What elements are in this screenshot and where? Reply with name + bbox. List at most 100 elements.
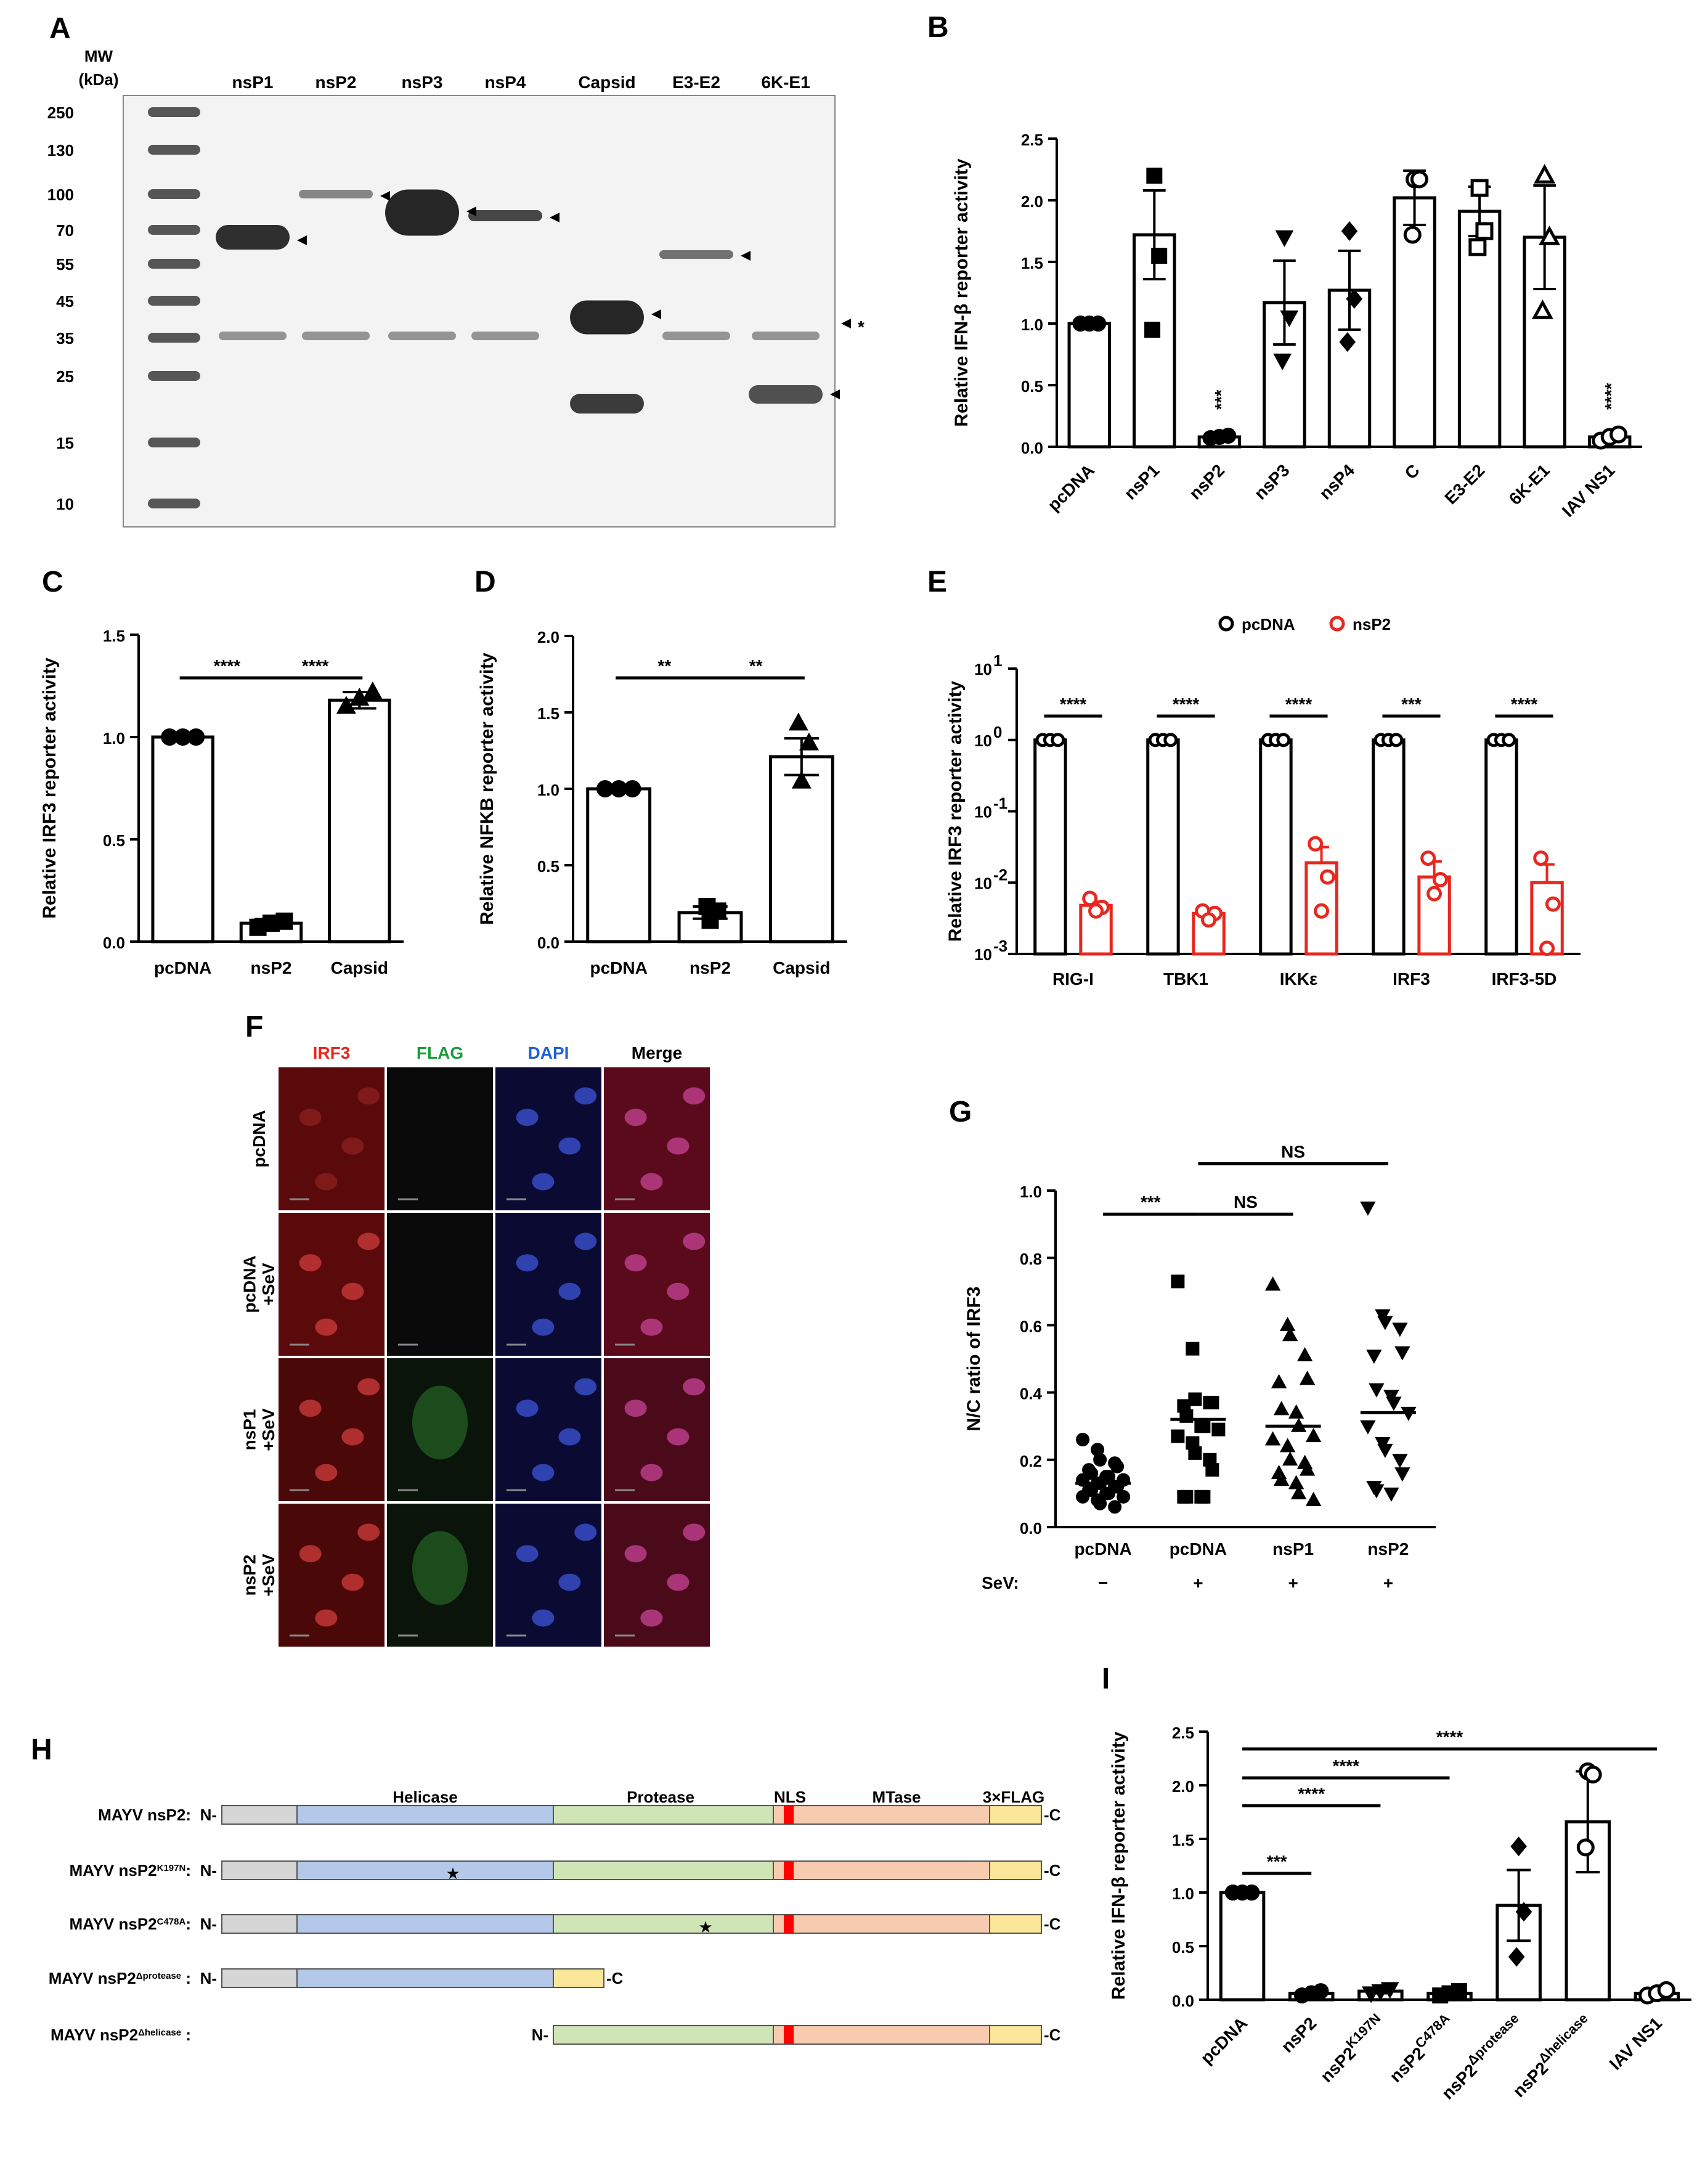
bar: [328, 698, 391, 943]
protein-band: [385, 189, 459, 236]
cell-nucleus: [532, 1609, 555, 1627]
data-point: [1108, 1500, 1122, 1514]
y-tick-label: 10: [974, 874, 992, 892]
lane-label: nsP1: [232, 73, 274, 92]
nonspecific-band: [388, 332, 456, 340]
cell-nucleus: [667, 1137, 690, 1155]
flag-signal: [412, 1385, 468, 1460]
cell-nucleus: [640, 1464, 663, 1481]
data-point: [1584, 1766, 1602, 1784]
y-tick-label: 1.0: [1172, 1885, 1194, 1903]
c-terminus: -C: [606, 1969, 624, 1987]
data-point: [1282, 1451, 1298, 1466]
data-point: [1392, 1454, 1408, 1469]
cell-nucleus: [357, 1378, 380, 1396]
channel-label: IRF3: [313, 1043, 351, 1062]
data-point: [1197, 1419, 1211, 1433]
n-terminus: N-: [200, 1806, 217, 1824]
significance-label: ****: [1601, 383, 1621, 410]
comparison-label: **: [749, 656, 763, 675]
cell-nucleus: [574, 1087, 597, 1105]
c-terminus: -C: [1044, 2026, 1061, 2044]
domain-block: [296, 1805, 554, 1825]
domain-block: [296, 1914, 554, 1934]
data-point: [1205, 1395, 1219, 1409]
data-point: [1394, 1467, 1410, 1482]
bar-pcDNA: [1033, 738, 1067, 956]
condition-label: nsP2+SeV: [240, 1554, 278, 1597]
mw-marker-label: 45: [56, 292, 74, 311]
cell-nucleus: [532, 1173, 555, 1191]
data-point: [1312, 1983, 1329, 2000]
cell-nucleus: [315, 1173, 338, 1191]
data-point: [1305, 1491, 1322, 1506]
mw-marker-label: 15: [56, 434, 74, 452]
category-label: IAV NS1: [1558, 460, 1618, 520]
y-tick-label: 0.5: [1021, 377, 1043, 396]
data-point: [1273, 1401, 1290, 1416]
y-tick-label: 2.0: [537, 628, 560, 646]
category-label: IRF3: [1393, 969, 1430, 988]
condition-label: nsP1+SeV: [240, 1408, 278, 1451]
domain-label: Helicase: [393, 1788, 458, 1806]
cell-nucleus: [683, 1087, 706, 1105]
construct-suffix: :: [181, 1969, 191, 1987]
n-terminus: N-: [532, 2026, 548, 2044]
bar-chart-D: 0.0 0.5 1.0 1.5 2.0 pcDNA nsP2 Capsid Relative N…: [477, 628, 847, 977]
data-point: [1144, 322, 1161, 338]
data-point: [1432, 871, 1448, 887]
cell-nucleus: [315, 1464, 338, 1481]
y-tick-label: 1.0: [1021, 316, 1043, 334]
category-label: nsP2C478A: [1383, 2010, 1459, 2086]
comparison-label: ****: [1436, 1727, 1463, 1746]
data-point: [187, 728, 205, 746]
legend-label: nsP2: [1353, 615, 1391, 634]
category-label: nsP3: [1250, 460, 1293, 503]
flag-signal: [412, 1531, 468, 1605]
construct-label: MAYV nsP2C478A:: [70, 1915, 191, 1933]
data-point: [1319, 869, 1335, 885]
significance-label: ****: [1173, 695, 1200, 714]
data-point: [1288, 1404, 1304, 1419]
data-point: [1299, 1461, 1316, 1476]
protein-band: [216, 225, 290, 250]
data-point: [275, 912, 293, 930]
comparison-label: ****: [214, 656, 241, 675]
y-tick-label: 2.0: [1172, 1777, 1194, 1796]
ladder-band: [148, 225, 200, 235]
domain-block: [773, 2025, 990, 2045]
data-point: [1339, 332, 1356, 352]
data-point: [1243, 1885, 1260, 1901]
n-terminus: N-: [200, 1969, 217, 1987]
nonspecific-arrowhead: [841, 319, 851, 328]
data-point: [1346, 289, 1363, 309]
mw-header: MW: [84, 47, 113, 65]
data-point: [1380, 1982, 1399, 1999]
category-label: E3-E2: [1441, 460, 1488, 508]
ladder-band: [148, 438, 200, 447]
cell-nucleus: [357, 1233, 380, 1250]
band-arrowhead: [550, 213, 560, 222]
y-tick-label: 10: [974, 803, 992, 821]
cell-nucleus: [574, 1233, 597, 1250]
comparison-label: ***: [1141, 1192, 1161, 1212]
y-tick-label: 0.6: [1020, 1317, 1042, 1335]
domain-label: MTase: [873, 1788, 921, 1806]
mw-marker-label: 250: [47, 104, 74, 122]
data-point: [1369, 1484, 1385, 1499]
data-point: [1426, 886, 1443, 902]
category-label: Capsid: [773, 958, 830, 977]
data-point: [1076, 1433, 1090, 1447]
data-point: [1093, 1496, 1107, 1510]
data-point: [362, 681, 383, 700]
legend-marker: [1218, 616, 1234, 632]
data-point: [1609, 425, 1628, 444]
data-point: [1090, 316, 1107, 332]
cell-nucleus: [558, 1137, 581, 1155]
panel-label-B: B: [927, 11, 949, 44]
category-label: pcDNA: [154, 958, 211, 977]
data-point: [1171, 1274, 1185, 1289]
y-tick-label: 2.5: [1021, 131, 1043, 149]
blot-membrane: [123, 95, 836, 528]
